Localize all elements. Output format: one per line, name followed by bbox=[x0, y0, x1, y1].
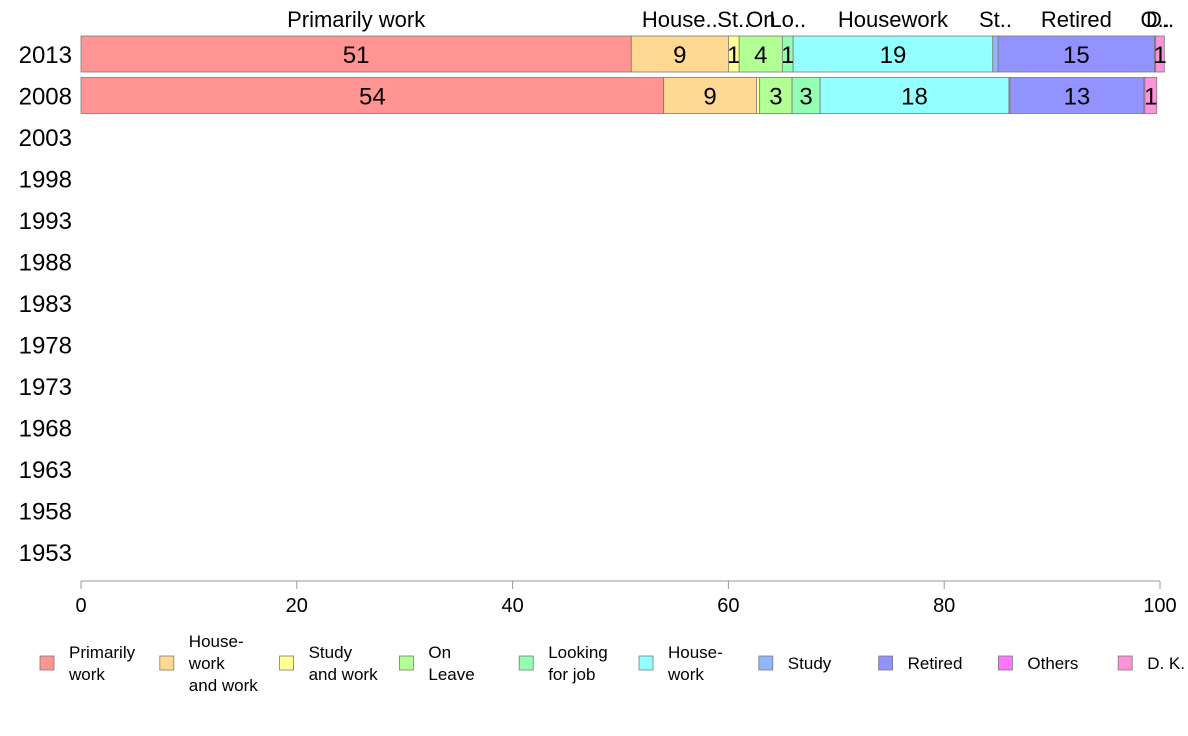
legend-label: Others bbox=[1027, 654, 1078, 673]
top-category-label: On bbox=[746, 7, 775, 32]
bar-value-label: 4 bbox=[754, 42, 767, 69]
legend-label: D. K. bbox=[1147, 654, 1185, 673]
legend-label: and work bbox=[309, 665, 378, 684]
legend-swatch bbox=[1117, 655, 1133, 671]
x-tick-label: 60 bbox=[717, 595, 739, 617]
legend-swatch bbox=[638, 655, 654, 671]
top-category-label: House.. bbox=[642, 7, 718, 32]
legend-label: Leave bbox=[428, 665, 474, 684]
y-tick-label: 1983 bbox=[19, 291, 72, 318]
bar-value-label: 15 bbox=[1063, 42, 1090, 69]
legend-label: work bbox=[667, 665, 704, 684]
bar-value-label: 3 bbox=[769, 84, 782, 111]
legend-label: and work bbox=[189, 676, 258, 695]
legend-swatch bbox=[398, 655, 414, 671]
y-tick-label: 2003 bbox=[19, 125, 72, 152]
y-tick-label: 1993 bbox=[19, 208, 72, 235]
x-tick-label: 20 bbox=[286, 595, 308, 617]
y-tick-label: 1963 bbox=[19, 457, 72, 484]
y-tick-label: 1958 bbox=[19, 499, 72, 526]
bar-segment bbox=[1144, 77, 1158, 114]
y-tick-label: 1988 bbox=[19, 250, 72, 277]
top-category-label: Lo.. bbox=[769, 7, 806, 32]
y-tick-label: 1978 bbox=[19, 333, 72, 360]
bar-segment bbox=[756, 77, 761, 114]
legend: Primarily work House-work and work Study and … bbox=[39, 632, 1185, 695]
legend-label: House- bbox=[668, 643, 723, 662]
bar-value-label: 18 bbox=[901, 84, 928, 111]
y-tick-label: 1953 bbox=[19, 540, 72, 567]
top-category-label: Housework bbox=[838, 7, 949, 32]
top-category-label: St.. bbox=[979, 7, 1012, 32]
legend-label: House- bbox=[189, 632, 244, 651]
bar-segment bbox=[992, 35, 999, 73]
bar-value-label: 13 bbox=[1064, 84, 1091, 111]
legend-swatch bbox=[518, 655, 534, 671]
bar-value-label: 1 bbox=[1153, 42, 1166, 69]
bar-value-label: 51 bbox=[343, 42, 370, 69]
legend-swatch bbox=[998, 655, 1013, 671]
bar-segment bbox=[80, 35, 632, 73]
bar-value-label: 9 bbox=[703, 84, 716, 111]
top-category-label: O.. bbox=[1140, 7, 1169, 32]
bar-segment bbox=[759, 77, 793, 114]
bar-segment bbox=[80, 77, 665, 114]
legend-label: for job bbox=[548, 665, 595, 684]
top-category-label: St.. bbox=[717, 7, 750, 32]
bar-segment bbox=[630, 35, 729, 73]
top-category-label: Retired bbox=[1041, 7, 1112, 32]
bar-segment bbox=[997, 35, 1156, 73]
bar-value-label: 3 bbox=[799, 84, 812, 111]
x-tick-label: 80 bbox=[933, 595, 955, 617]
legend-swatch bbox=[159, 655, 175, 671]
x-tick-label: 100 bbox=[1143, 595, 1176, 617]
bar-segment bbox=[1155, 35, 1165, 73]
bar-value-label: 54 bbox=[359, 84, 386, 111]
legend-label: Retired bbox=[908, 654, 963, 673]
bar-value-label: 1 bbox=[1144, 84, 1157, 111]
y-tick-label: 2008 bbox=[19, 84, 72, 111]
legend-swatch bbox=[878, 655, 893, 671]
legend-label: work bbox=[188, 654, 225, 673]
y-tick-label: 1998 bbox=[19, 167, 72, 194]
bar-segment bbox=[1009, 77, 1145, 114]
top-category-label: D.. bbox=[1146, 7, 1174, 32]
legend-label: Study bbox=[788, 654, 832, 673]
y-tick-label: 2013 bbox=[19, 42, 72, 69]
bar-segment bbox=[663, 77, 757, 114]
legend-label: On bbox=[428, 643, 451, 662]
legend-swatch bbox=[279, 655, 295, 671]
bar-value-label: 19 bbox=[880, 42, 907, 69]
x-axis: 0 20 40 60 80 100 bbox=[75, 580, 1177, 617]
legend-swatch bbox=[758, 655, 774, 671]
legend-label: Primarily bbox=[69, 643, 136, 662]
y-axis: 2013 2008 2003 1998 1993 1988 1983 1978 1973 1968… bbox=[19, 42, 72, 567]
legend-label: Looking bbox=[548, 643, 608, 662]
legend-label: work bbox=[68, 665, 105, 684]
y-tick-label: 1973 bbox=[19, 374, 72, 401]
bar-segment bbox=[819, 77, 1010, 114]
x-tick-label: 0 bbox=[75, 595, 86, 617]
bars-layer: 51 9 1 4 1 19 15 154 9 3 3 18 13 1 bbox=[80, 35, 1167, 114]
top-category-label: Primarily work bbox=[287, 7, 426, 32]
bar-segment bbox=[792, 35, 994, 73]
bar-value-label: 1 bbox=[781, 42, 794, 69]
bar-value-label: 1 bbox=[727, 42, 740, 69]
legend-swatch bbox=[39, 655, 55, 671]
y-tick-label: 1968 bbox=[19, 416, 72, 443]
x-tick-label: 40 bbox=[501, 595, 523, 617]
bar-value-label: 9 bbox=[673, 42, 686, 69]
legend-label: Study bbox=[309, 643, 353, 662]
